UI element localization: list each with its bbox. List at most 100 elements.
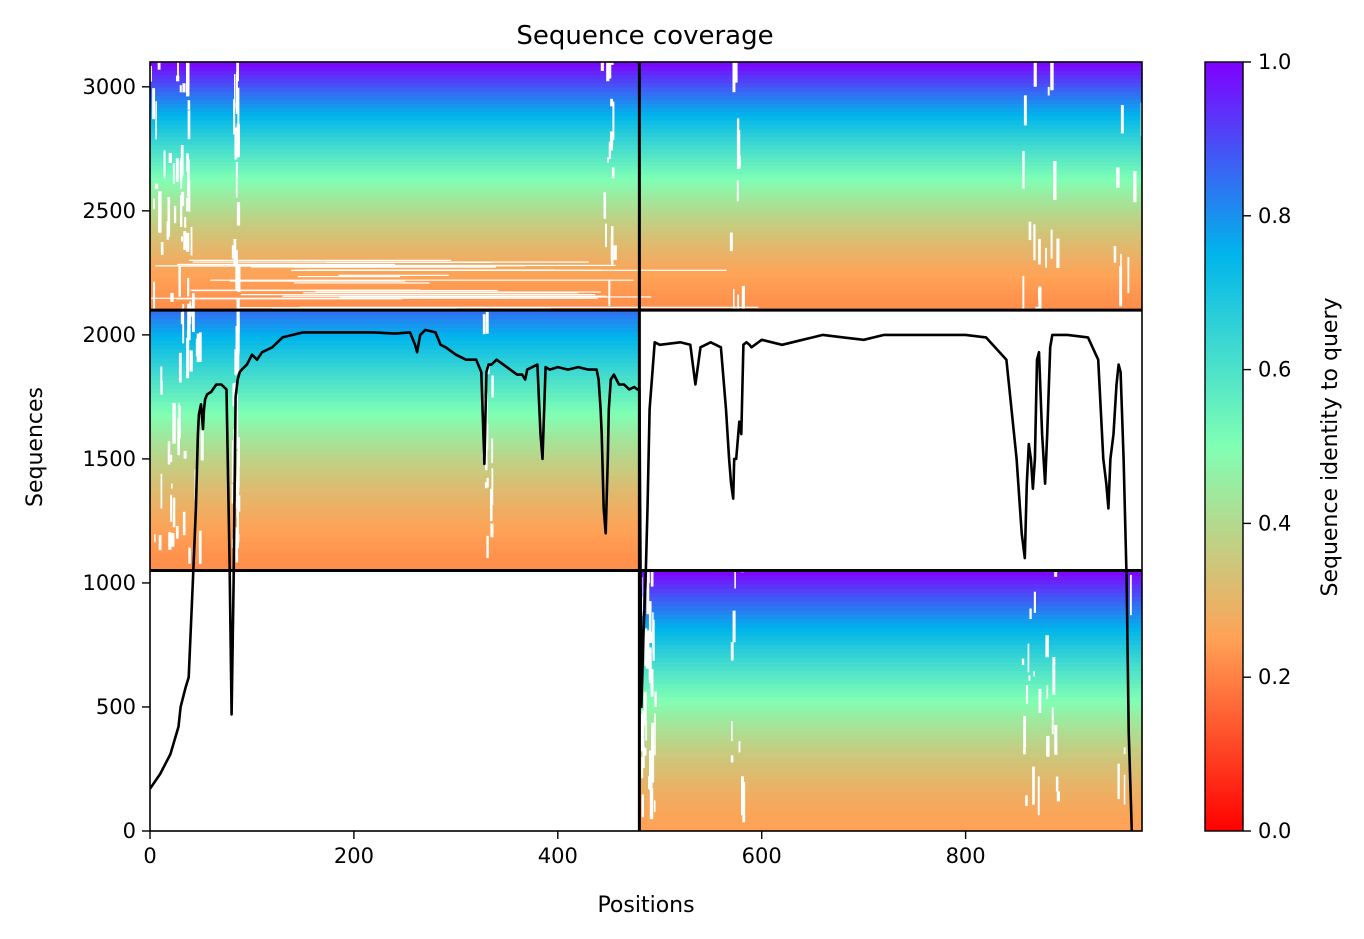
heatmap-band	[639, 301, 1142, 307]
gap-streak	[154, 183, 159, 189]
gap-streak	[1051, 707, 1054, 735]
heatmap-band	[150, 509, 640, 515]
heatmap-band	[150, 531, 640, 537]
x-tick-label: 0	[143, 844, 156, 868]
heatmap-band	[639, 223, 1142, 228]
gap-streak	[235, 162, 238, 179]
gap-streak	[738, 355, 742, 361]
gap-streak	[611, 138, 614, 145]
gap-streak	[235, 345, 240, 374]
plot-frame	[149, 61, 1143, 832]
gap-streak	[734, 569, 736, 589]
gap-streak	[160, 242, 164, 255]
gap-streak	[1028, 221, 1032, 241]
heatmap-band	[639, 700, 1142, 706]
heatmap-band	[639, 305, 1142, 311]
heatmap-band	[639, 587, 1142, 593]
gap-streak	[231, 440, 234, 453]
gap-streak	[1035, 306, 1039, 338]
gap-streak	[1054, 546, 1058, 577]
gap-streak	[190, 226, 193, 256]
gap-streak	[648, 632, 653, 644]
heatmap-band	[150, 214, 640, 220]
heatmap-band	[150, 344, 640, 350]
gap-streak	[741, 530, 744, 573]
heatmap-band	[150, 202, 640, 208]
x-axis-label: Positions	[597, 893, 694, 918]
gap-streak	[200, 430, 204, 461]
gap-streak	[181, 236, 184, 242]
gap-streak	[491, 468, 494, 506]
heatmap-band	[639, 66, 1142, 71]
gap-streak	[652, 612, 654, 647]
gap-strip	[151, 297, 598, 299]
gap-streak	[650, 669, 654, 697]
heatmap-band	[150, 124, 640, 129]
colorbar-tick-label: 0.4	[1258, 511, 1291, 535]
heatmap-band	[639, 281, 1142, 286]
gap-streak	[234, 74, 236, 109]
heatmap-band	[639, 111, 1142, 117]
gap-streak	[186, 337, 190, 379]
heatmap-band	[639, 600, 1142, 606]
heatmap-band	[150, 496, 640, 502]
gap-streak	[642, 746, 645, 768]
gap-streak	[641, 710, 645, 742]
heatmap-band	[639, 227, 1142, 233]
gap-strip	[190, 289, 421, 291]
gap-streak	[236, 298, 240, 334]
heatmap-band	[639, 128, 1142, 133]
gap-streak	[1030, 522, 1033, 534]
gap-streak	[654, 713, 656, 756]
heatmap-band	[639, 635, 1142, 641]
gap-streak	[490, 523, 494, 538]
gap-streak	[1027, 643, 1030, 673]
gap-streak	[648, 601, 652, 640]
gap-strip	[210, 279, 634, 281]
heatmap-band	[639, 157, 1142, 162]
gap-streak	[645, 720, 648, 741]
gap-streak	[187, 100, 191, 110]
gap-streak	[182, 83, 186, 93]
gap-streak	[603, 192, 607, 219]
heatmap-band	[150, 353, 640, 359]
gap-streak	[1030, 345, 1034, 375]
colorbar-tick-label: 0.0	[1258, 819, 1291, 843]
heatmap-band	[150, 535, 640, 541]
heatmap-band	[639, 86, 1142, 92]
heatmap-band	[150, 418, 640, 424]
gap-streak	[186, 159, 190, 197]
heatmap-band	[150, 243, 640, 249]
gap-streak	[1129, 574, 1132, 616]
heatmap-band	[150, 457, 640, 463]
colorbar	[1204, 61, 1244, 832]
gap-strip	[230, 280, 406, 282]
heatmap-band	[150, 173, 640, 179]
heatmap-band	[639, 648, 1142, 654]
gap-streak	[641, 794, 644, 818]
gap-strip	[299, 306, 759, 308]
gap-streak	[166, 221, 169, 240]
gap-streak	[1050, 518, 1054, 553]
heatmap-band	[639, 210, 1142, 216]
gap-streak	[645, 630, 650, 669]
heatmap-band	[639, 293, 1142, 299]
heatmap-band	[639, 705, 1142, 711]
heatmap-band	[150, 375, 640, 381]
gap-streak	[1025, 685, 1029, 704]
heatmap-band	[639, 119, 1142, 125]
gap-streak	[175, 525, 179, 539]
heatmap-band	[639, 618, 1142, 624]
gap-streak	[1023, 748, 1026, 755]
heatmap-band	[639, 140, 1142, 146]
heatmap-band	[150, 74, 640, 80]
heatmap-band	[150, 86, 640, 92]
gap-strip	[155, 265, 525, 267]
gap-streak	[1136, 372, 1141, 413]
heatmap-band	[639, 194, 1142, 200]
gap-streak	[1045, 247, 1048, 268]
heatmap-band	[639, 761, 1142, 767]
gap-strip	[177, 263, 396, 265]
heatmap-band	[150, 239, 640, 245]
heatmap-band	[150, 553, 640, 559]
